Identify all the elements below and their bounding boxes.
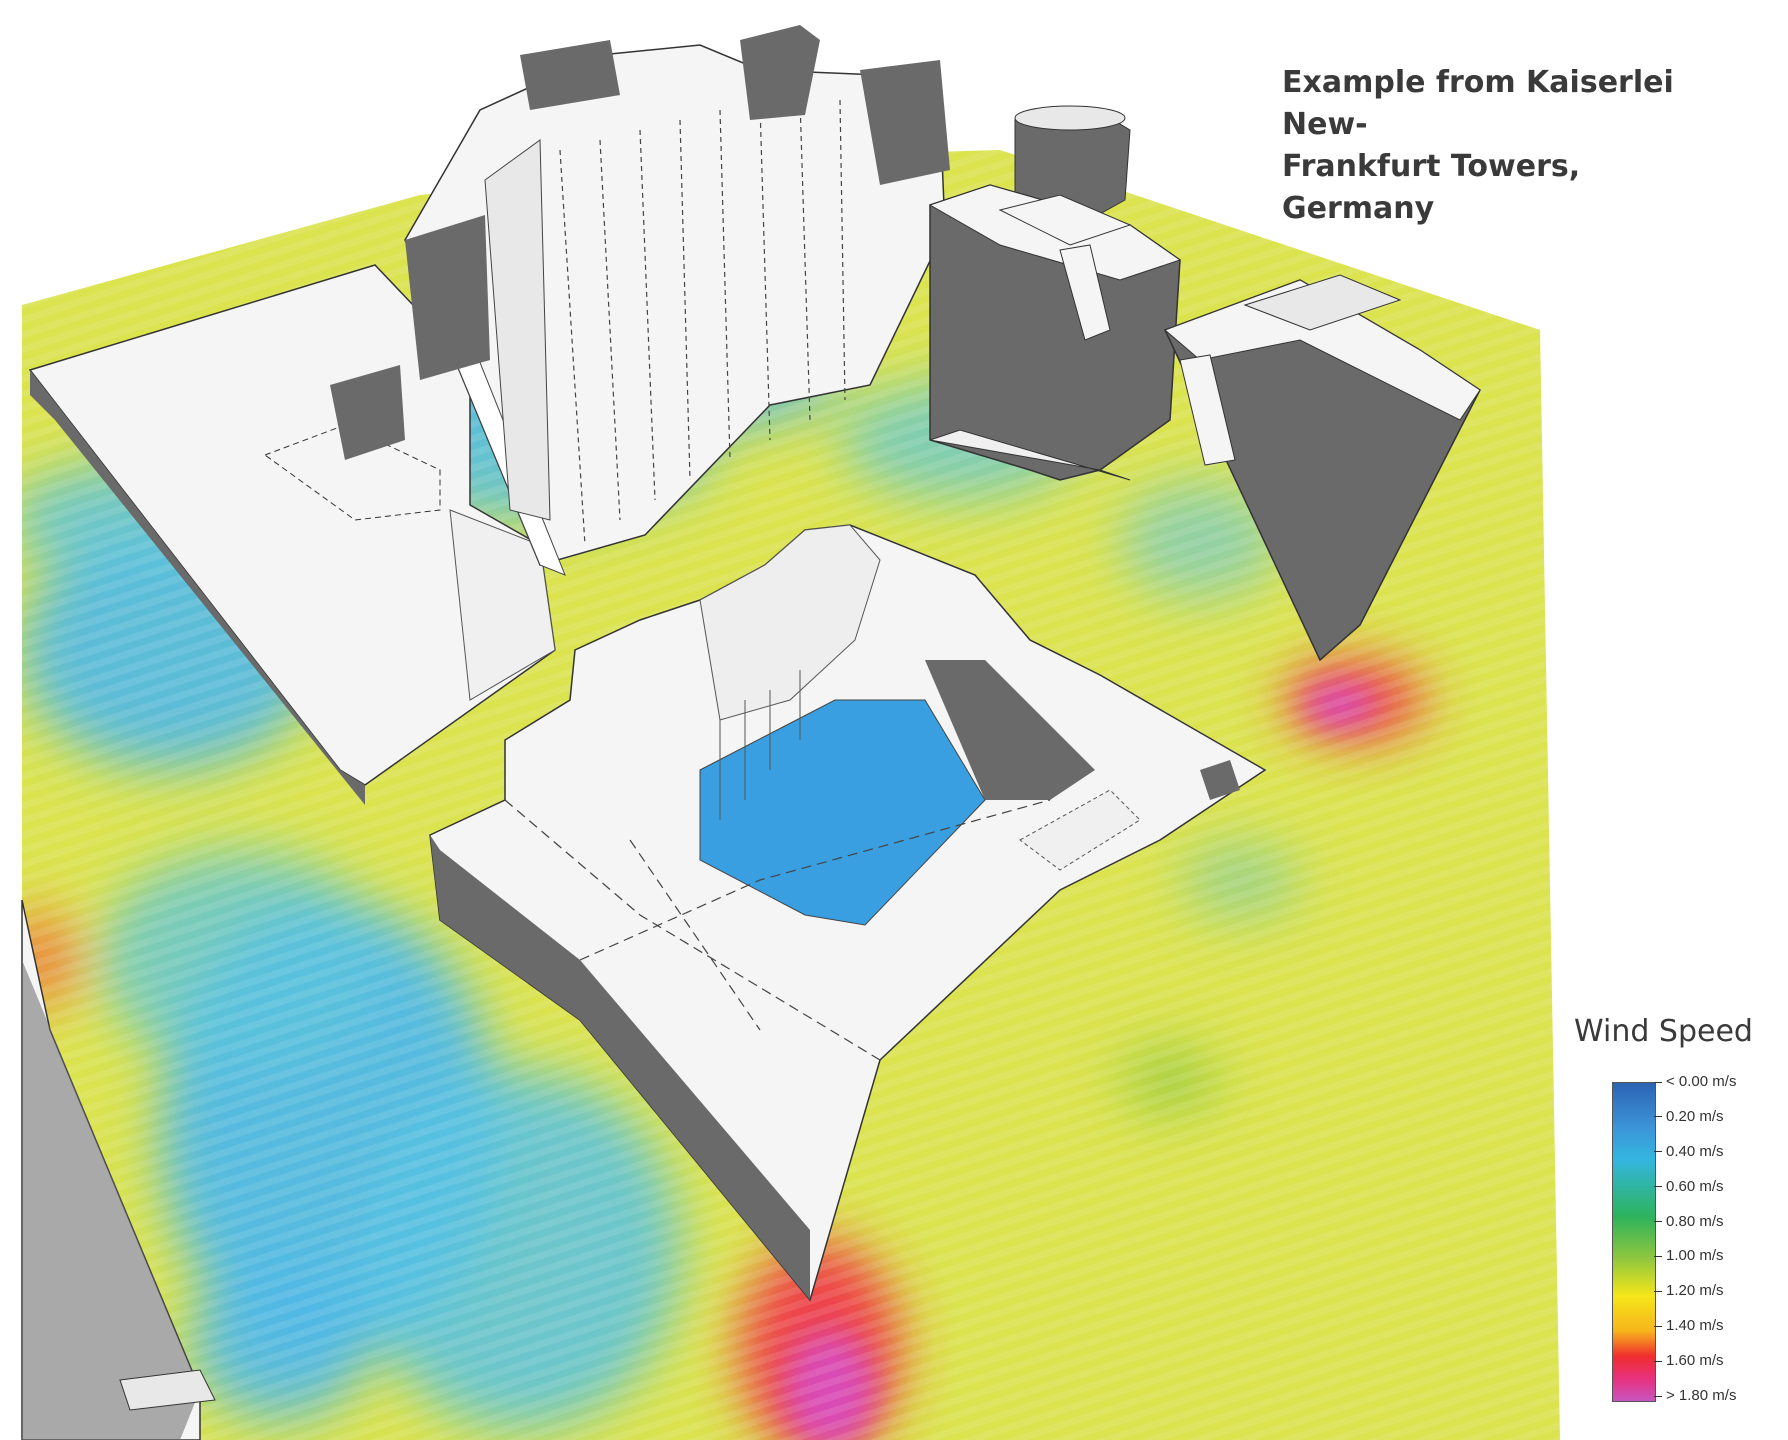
- legend-items: < 0.00 m/s 0.20 m/s 0.40 m/s 0.60 m/s 0.80 m…: [1654, 1073, 1788, 1405]
- legend-item: 1.60 m/s: [1654, 1352, 1724, 1370]
- wind-speed-legend: Wind Speed < 0.00 m/s 0.20 m/s 0.40 m/s 0.6…: [1574, 1014, 1788, 1414]
- legend-tick: [1654, 1290, 1662, 1292]
- legend-item-label: 0.80 m/s: [1666, 1212, 1724, 1230]
- legend-item-label: 1.00 m/s: [1666, 1247, 1724, 1265]
- legend-color-bar: [1612, 1082, 1656, 1402]
- legend-tick: [1654, 1360, 1662, 1362]
- building-west-block: [28, 264, 556, 805]
- legend-item: < 0.00 m/s: [1654, 1073, 1736, 1091]
- legend-tick: [1654, 1081, 1662, 1083]
- legend-item-label: > 1.80 m/s: [1666, 1387, 1737, 1404]
- legend-item: > 1.80 m/s: [1654, 1387, 1736, 1405]
- legend-item: 0.80 m/s: [1654, 1213, 1724, 1231]
- legend-item-label: < 0.00 m/s: [1666, 1073, 1737, 1090]
- building-tall-tower: [404, 25, 950, 576]
- building-east-slab-south: [1163, 274, 1481, 662]
- legend-item: 0.60 m/s: [1654, 1178, 1724, 1196]
- legend-tick: [1654, 1395, 1662, 1397]
- legend-item-label: 0.60 m/s: [1666, 1177, 1724, 1195]
- legend-tick: [1654, 1151, 1662, 1153]
- building-east-slab-north: [928, 184, 1182, 481]
- legend-item-label: 1.60 m/s: [1666, 1352, 1724, 1370]
- figure-caption: Example from Kaiserlei New- Frankfurt To…: [1282, 62, 1742, 230]
- legend-item-label: 1.40 m/s: [1666, 1317, 1724, 1335]
- caption-line-1: Example from Kaiserlei New-: [1282, 65, 1674, 142]
- legend-tick: [1654, 1221, 1662, 1223]
- legend-item-label: 0.40 m/s: [1666, 1142, 1724, 1160]
- legend-item: 0.40 m/s: [1654, 1143, 1724, 1161]
- legend-tick: [1654, 1116, 1662, 1118]
- building-round-tower: [1014, 105, 1131, 226]
- legend-tick: [1654, 1255, 1662, 1257]
- building-southwest-edge: [21, 899, 216, 1440]
- legend-tick: [1654, 1186, 1662, 1188]
- legend-tick: [1654, 1325, 1662, 1327]
- legend-item: 1.20 m/s: [1654, 1282, 1724, 1300]
- building-south-courtyard-block: [429, 524, 1267, 1302]
- legend-item-label: 1.20 m/s: [1666, 1282, 1724, 1300]
- legend-item: 0.20 m/s: [1654, 1108, 1724, 1126]
- building-east-slab-middle: [929, 429, 1131, 481]
- legend-item: 1.00 m/s: [1654, 1247, 1724, 1265]
- caption-line-2: Frankfurt Towers, Germany: [1282, 149, 1581, 226]
- legend-item: 1.40 m/s: [1654, 1317, 1724, 1335]
- legend-title: Wind Speed: [1574, 1014, 1753, 1049]
- legend-item-label: 0.20 m/s: [1666, 1107, 1724, 1125]
